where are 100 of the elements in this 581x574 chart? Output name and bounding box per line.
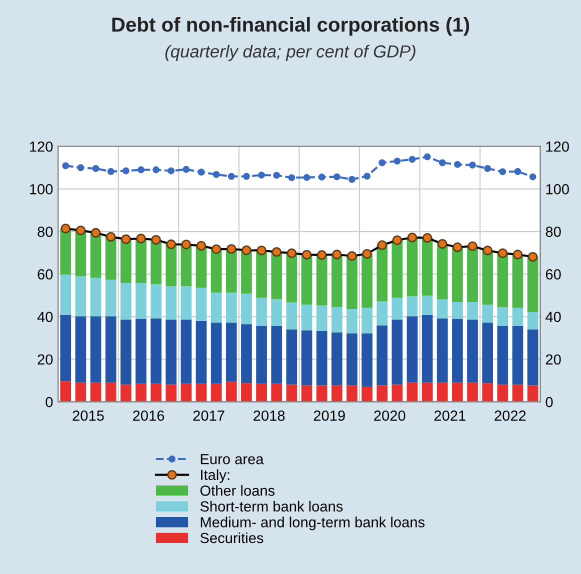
point (407, 232, 418, 242)
x-tick-label: 2018 (254, 410, 285, 421)
bar (271, 326, 282, 384)
bar (316, 305, 328, 331)
x-tick-label: 2017 (193, 410, 224, 421)
bar (120, 320, 132, 384)
bar (331, 385, 342, 402)
point (438, 239, 448, 249)
bar (422, 296, 433, 315)
bar (452, 247, 463, 302)
bar (271, 299, 282, 326)
point (196, 240, 206, 251)
point (136, 234, 146, 244)
bar (467, 320, 478, 382)
bar (136, 384, 146, 402)
point (347, 251, 357, 261)
bar (241, 324, 252, 384)
chart-subtitle: (quarterly data; per cent of GDP) (165, 44, 416, 61)
point (288, 174, 296, 182)
bar (60, 274, 72, 315)
bar (392, 320, 403, 384)
point (408, 156, 416, 163)
bar (241, 250, 252, 294)
bar (150, 284, 162, 318)
y2-tick-label: 0 (546, 396, 553, 408)
point (76, 226, 86, 236)
point (482, 246, 492, 256)
legend-label: Short-term bank loans (200, 500, 343, 512)
bar (527, 329, 538, 386)
point (228, 172, 235, 180)
legend-label: Securities (200, 532, 264, 544)
bar (452, 382, 463, 402)
bar (527, 256, 538, 312)
bar (120, 239, 132, 284)
point (498, 248, 508, 258)
bar (346, 308, 358, 334)
bar (210, 249, 222, 293)
bar (346, 256, 358, 309)
bar (467, 382, 478, 402)
point (256, 246, 266, 256)
point (107, 168, 114, 175)
point (168, 167, 175, 174)
bar (422, 314, 433, 382)
point (468, 241, 478, 252)
y-tick-label: 100 (30, 184, 53, 194)
legend-label: Medium- and long-term bank loans (200, 516, 425, 530)
bar (497, 326, 508, 384)
point (258, 172, 266, 179)
bar (316, 385, 328, 402)
point (528, 252, 538, 262)
bar (105, 280, 116, 316)
bar (316, 330, 328, 386)
point (121, 234, 131, 244)
bar (376, 385, 388, 402)
bar (452, 302, 463, 319)
bar (362, 254, 372, 308)
bar (362, 308, 372, 334)
point (243, 172, 250, 180)
bar (256, 326, 267, 384)
y-tick-label: 60 (38, 269, 53, 280)
x-tick-label: 2020 (374, 410, 406, 421)
bar (286, 302, 298, 330)
bar (210, 322, 222, 384)
y2-tick-label: 100 (546, 184, 569, 194)
bar (331, 254, 342, 308)
point (151, 234, 161, 245)
point (422, 233, 432, 243)
point (273, 172, 280, 179)
bar (60, 228, 72, 275)
bar (226, 382, 237, 402)
point (484, 165, 492, 172)
bar (512, 254, 524, 308)
bar (497, 253, 508, 308)
bar (60, 381, 72, 402)
y-tick-label: 0 (46, 396, 53, 408)
bar (482, 304, 494, 323)
x-tick-label: 2016 (133, 410, 164, 421)
bar (180, 384, 192, 402)
point (166, 239, 176, 250)
bar (166, 244, 177, 286)
point (333, 173, 340, 180)
point (438, 159, 446, 166)
bar (166, 286, 177, 320)
bar (226, 248, 237, 293)
point (286, 248, 297, 258)
bar (436, 318, 448, 382)
bar (301, 304, 312, 330)
bar (271, 252, 282, 300)
bar (136, 238, 146, 284)
bar (75, 276, 86, 316)
x-tick-label: 2021 (434, 410, 466, 421)
point (377, 240, 387, 250)
bar (512, 326, 524, 384)
bar (392, 384, 403, 402)
bar (316, 254, 328, 306)
point (364, 172, 370, 180)
bar (75, 382, 86, 402)
point (60, 224, 70, 234)
point (454, 160, 461, 168)
bar (482, 322, 494, 384)
